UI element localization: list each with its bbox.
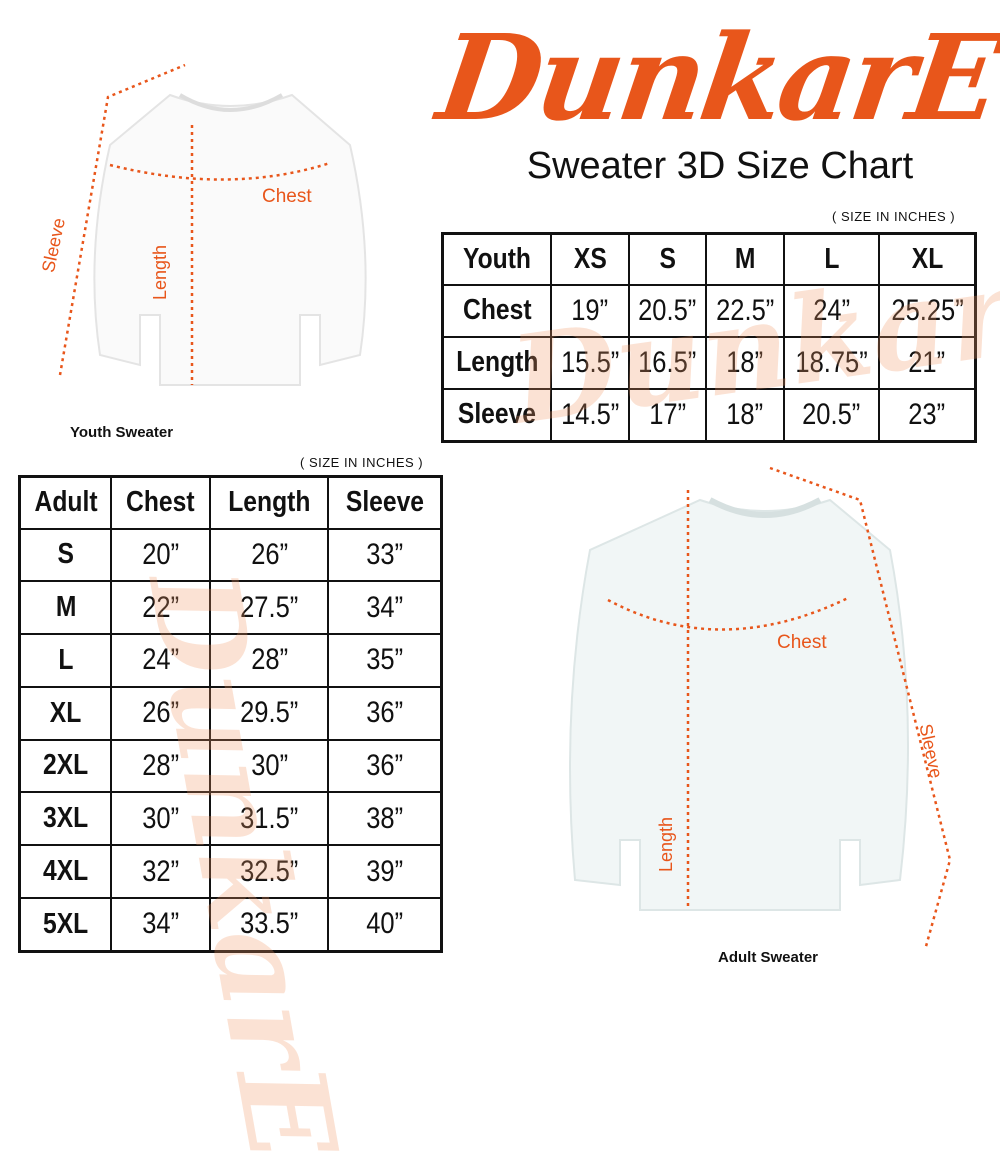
value-cell: 20.5” [782,387,881,443]
adult-size-table: Adult Chest Length Sleeve S 20” 26” 33” M 22”… [18,475,443,953]
value-cell: 34” [110,896,212,953]
adult-length-label: Length [656,816,676,872]
table-row: 3XL 30” 31.5” 38” [18,791,443,847]
value-cell: 36” [327,685,443,741]
value-cell: 21” [878,335,977,390]
value-cell: 40” [327,896,443,953]
row-label-cell: 2XL [18,738,113,794]
adult-caption: Adult Sweater [718,949,819,966]
table-row: 2XL 28” 30” 36” [18,738,443,794]
value-cell: 16.5” [627,335,708,390]
value-cell: 14.5” [550,387,630,443]
header-cell: S [627,232,708,286]
header-cell: XS [550,232,630,286]
row-label-cell: 4XL [18,844,113,899]
youth-length-label: Length [150,244,170,300]
header-cell: Adult [18,475,113,530]
value-cell: 19” [550,283,630,338]
youth-sweater-illustration [58,63,367,386]
value-cell: 24” [782,283,881,338]
value-cell: 32” [110,844,212,899]
value-cell: 23” [878,387,977,443]
value-cell: 31.5” [209,791,330,847]
table-row: L 24” 28” 35” [18,633,443,688]
header-cell: L [782,232,881,286]
table-row: M 22” 27.5” 34” [18,580,443,636]
youth-chest-label: Chest [262,186,312,207]
page-title: Sweater 3D Size Chart [526,145,914,187]
table-row: 4XL 32” 32.5” 39” [18,844,443,899]
value-cell: 39” [327,844,443,899]
value-cell: 34” [327,580,443,636]
adult-units-note: ( SIZE IN INCHES ) [300,455,424,470]
header-cell: Chest [110,475,212,530]
value-cell: 28” [110,738,212,794]
table-row: Length 15.5” 16.5” 18” 18.75” 21” [441,335,977,390]
value-cell: 15.5” [550,335,630,390]
header-cell: M [705,232,785,286]
value-cell: 30” [110,791,212,847]
row-label-cell: L [18,633,113,688]
row-label-cell: M [18,580,113,636]
value-cell: 22.5” [705,283,785,338]
value-cell: 18” [705,387,785,443]
row-label-cell: 3XL [18,791,113,847]
youth-caption: Youth Sweater [70,424,174,441]
value-cell: 25.25” [878,283,977,338]
header-cell: XL [878,232,977,286]
value-cell: 33.5” [209,896,330,953]
value-cell: 36” [327,738,443,794]
table-row: Chest 19” 20.5” 22.5” 24” 25.25” [441,283,977,338]
value-cell: 35” [327,633,443,688]
header-cell: Length [209,475,330,530]
value-cell: 20.5” [627,283,708,338]
row-label-cell: S [18,527,113,583]
value-cell: 24” [110,633,212,688]
value-cell: 18.75” [782,335,881,390]
row-label-cell: Length [441,335,553,390]
value-cell: 26” [209,527,330,583]
table-header-row: Adult Chest Length Sleeve [18,475,443,530]
value-cell: 32.5” [209,844,330,899]
table-header-row: Youth XS S M L XL [441,232,977,286]
value-cell: 29.5” [209,685,330,741]
value-cell: 33” [327,527,443,583]
table-row: S 20” 26” 33” [18,527,443,583]
brand-logo: DunkarE [430,8,1000,147]
table-row: 5XL 34” 33.5” 40” [18,896,443,953]
value-cell: 27.5” [209,580,330,636]
adult-chest-label: Chest [777,632,827,653]
value-cell: 28” [209,633,330,688]
header-cell: Youth [441,232,553,286]
row-label-cell: Chest [441,283,553,338]
table-row: Sleeve 14.5” 17” 18” 20.5” 23” [441,387,977,443]
table-row: XL 26” 29.5” 36” [18,685,443,741]
value-cell: 20” [110,527,212,583]
youth-units-note: ( SIZE IN INCHES ) [832,209,956,224]
value-cell: 18” [705,335,785,390]
row-label-cell: Sleeve [441,387,553,443]
value-cell: 17” [627,387,708,443]
value-cell: 30” [209,738,330,794]
adult-sweater-illustration [569,466,952,951]
row-label-cell: 5XL [18,896,113,953]
value-cell: 26” [110,685,212,741]
value-cell: 22” [110,580,212,636]
row-label-cell: XL [18,685,113,741]
youth-size-table: Youth XS S M L XL Chest 19” 20.5” 22.5” 24” 2… [441,232,977,443]
value-cell: 38” [327,791,443,847]
header-cell: Sleeve [327,475,443,530]
